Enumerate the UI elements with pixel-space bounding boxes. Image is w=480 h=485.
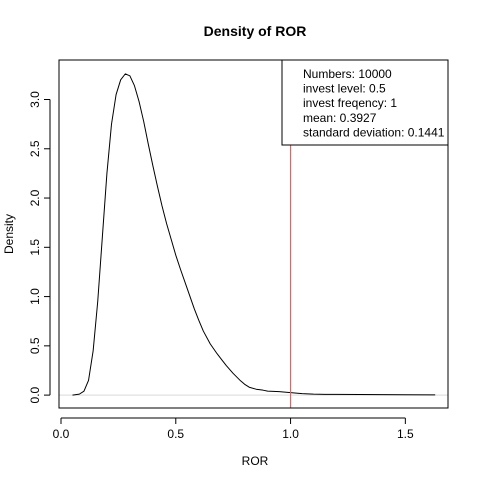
y-tick-label: 2.0 [28,189,42,206]
x-axis-label: ROR [242,454,269,468]
legend-line: mean: 0.3927 [303,111,377,125]
x-tick-label: 1.0 [282,427,299,441]
y-tick-label: 0.5 [28,337,42,354]
legend-line: invest level: 0.5 [303,82,386,96]
x-tick-label: 0.5 [167,427,184,441]
y-axis-label: Density [2,214,16,254]
x-tick-label: 1.5 [397,427,414,441]
legend-box [281,59,449,146]
y-tick-label: 2.5 [28,140,42,157]
y-tick-label: 1.0 [28,288,42,305]
y-tick-label: 0.0 [28,386,42,403]
chart-title: Density of ROR [204,23,307,39]
y-tick-label: 1.5 [28,239,42,256]
y-axis: 0.0 0.5 1.0 1.5 2.0 2.5 3.0 [28,91,51,403]
legend-line: Numbers: 10000 [303,67,392,81]
y-tick-label: 3.0 [28,91,42,108]
legend-line: invest freqency: 1 [303,96,397,110]
x-tick-label: 0.0 [53,427,70,441]
legend-line: standard deviation: 0.1441 [303,125,445,139]
plot-frame [58,59,449,409]
x-axis: 0.0 0.5 1.0 1.5 [53,417,414,441]
